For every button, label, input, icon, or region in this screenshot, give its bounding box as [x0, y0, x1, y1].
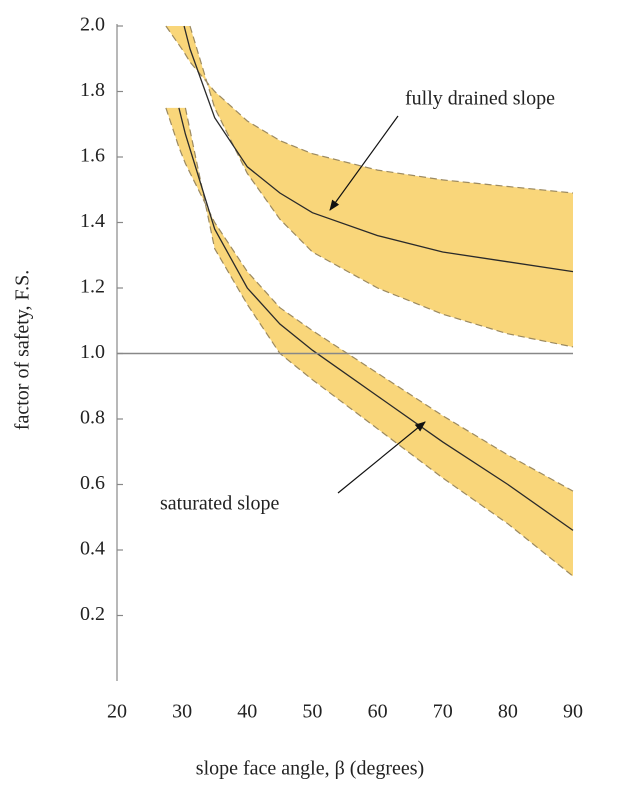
- y-tick-label: 2.0: [80, 14, 105, 36]
- y-tick-label: 0.6: [80, 472, 105, 494]
- y-tick-label: 0.4: [80, 538, 105, 560]
- y-tick-label: 1.0: [80, 341, 105, 363]
- y-tick-label: 1.4: [80, 210, 105, 232]
- x-tick-label: 20: [107, 701, 127, 723]
- x-tick-label: 50: [302, 701, 322, 723]
- x-tick-label: 30: [172, 701, 192, 723]
- y-tick-label: 1.8: [80, 79, 105, 101]
- annotation: saturated slope: [160, 493, 280, 515]
- x-tick-label: 90: [563, 701, 583, 723]
- chart: slope face angle, β (degrees) factor of …: [0, 0, 625, 785]
- y-tick-label: 1.6: [80, 145, 105, 167]
- x-tick-label: 60: [368, 701, 388, 723]
- y-tick-label: 0.8: [80, 407, 105, 429]
- annotation: fully drained slope: [405, 88, 555, 110]
- y-axis-label: factor of safety, F.S.: [12, 270, 34, 430]
- x-tick-label: 70: [433, 701, 453, 723]
- y-tick-label: 0.2: [80, 603, 105, 625]
- x-axis-label: slope face angle, β (degrees): [196, 758, 424, 780]
- x-tick-label: 40: [237, 701, 257, 723]
- y-tick-label: 1.2: [80, 276, 105, 298]
- x-tick-label: 80: [498, 701, 518, 723]
- annotation-arrow: [338, 422, 425, 493]
